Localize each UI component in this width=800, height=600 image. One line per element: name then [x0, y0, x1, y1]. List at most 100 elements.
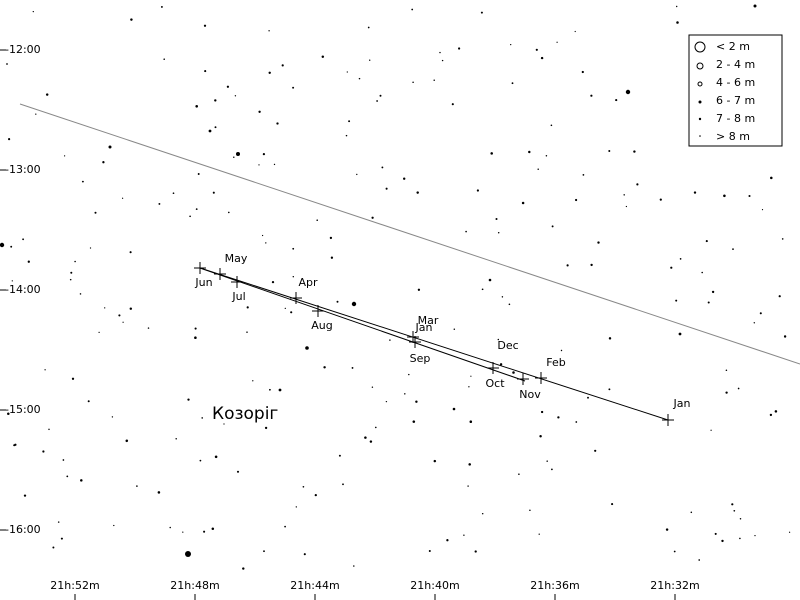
star — [737, 387, 740, 390]
star — [52, 546, 55, 549]
star — [770, 176, 773, 180]
star — [348, 120, 351, 123]
month-label: Apr — [298, 276, 318, 289]
star — [412, 420, 416, 423]
legend-box — [688, 34, 783, 147]
ra-label: 21h:36m — [530, 579, 579, 592]
star — [781, 238, 784, 240]
star — [707, 301, 710, 304]
star — [236, 152, 240, 156]
star — [557, 416, 560, 419]
star — [721, 539, 724, 543]
star — [753, 322, 756, 324]
star — [769, 413, 773, 417]
star — [351, 301, 357, 307]
star — [358, 77, 361, 80]
star — [290, 311, 293, 314]
star — [582, 174, 585, 176]
month-label: Jun — [194, 276, 212, 289]
star — [480, 11, 483, 14]
star — [172, 192, 175, 195]
star — [416, 191, 419, 194]
star — [376, 100, 378, 102]
star — [6, 63, 8, 65]
star — [104, 307, 106, 309]
star — [538, 533, 540, 535]
star — [439, 51, 441, 54]
star — [753, 4, 757, 8]
star — [575, 198, 578, 202]
star — [433, 79, 435, 81]
star — [574, 30, 576, 33]
star — [236, 470, 240, 473]
star — [690, 511, 693, 514]
star — [336, 300, 339, 303]
star — [269, 388, 271, 391]
star — [615, 99, 618, 102]
star — [258, 164, 260, 166]
star — [468, 386, 470, 388]
star — [0, 242, 5, 248]
star — [195, 105, 198, 108]
star — [415, 400, 418, 403]
star — [623, 194, 625, 196]
path — [199, 267, 669, 421]
star — [258, 110, 261, 113]
star — [35, 113, 37, 115]
star — [367, 26, 370, 29]
star — [227, 211, 230, 214]
star — [364, 436, 367, 439]
star — [711, 290, 715, 294]
month-label: Nov — [519, 388, 541, 401]
star — [323, 366, 326, 369]
star — [194, 336, 197, 339]
star — [701, 271, 704, 274]
star — [403, 177, 406, 180]
star — [441, 59, 444, 62]
star — [469, 420, 473, 423]
star — [11, 280, 13, 282]
star — [268, 30, 270, 32]
legend-label: 4 - 6 m — [716, 76, 755, 89]
star — [594, 449, 597, 452]
star — [10, 245, 13, 248]
star — [203, 24, 207, 27]
star — [62, 459, 65, 461]
star — [566, 264, 569, 267]
star — [246, 306, 249, 309]
month-label: Jan — [673, 397, 691, 410]
star — [292, 275, 295, 278]
star — [345, 134, 348, 137]
star — [675, 299, 678, 302]
star — [511, 82, 514, 85]
star — [374, 426, 377, 429]
star — [316, 219, 318, 221]
star — [676, 21, 679, 24]
star — [342, 483, 344, 486]
star — [453, 328, 456, 330]
star — [136, 485, 138, 487]
ra-label: 21h:44m — [290, 579, 339, 592]
star — [546, 460, 548, 462]
star — [113, 524, 115, 527]
star — [665, 528, 669, 531]
star — [60, 537, 63, 540]
star — [182, 531, 184, 533]
star — [625, 205, 628, 208]
star — [157, 491, 161, 494]
star — [233, 156, 235, 158]
star — [160, 5, 163, 8]
star — [70, 271, 73, 274]
star — [66, 475, 69, 478]
star — [185, 551, 191, 557]
star — [587, 396, 589, 399]
legend-symbol — [699, 135, 701, 137]
star — [57, 521, 60, 523]
star — [467, 485, 469, 487]
star — [411, 8, 414, 11]
star — [203, 530, 206, 533]
star — [774, 410, 778, 413]
star — [284, 525, 286, 528]
star — [539, 434, 542, 438]
